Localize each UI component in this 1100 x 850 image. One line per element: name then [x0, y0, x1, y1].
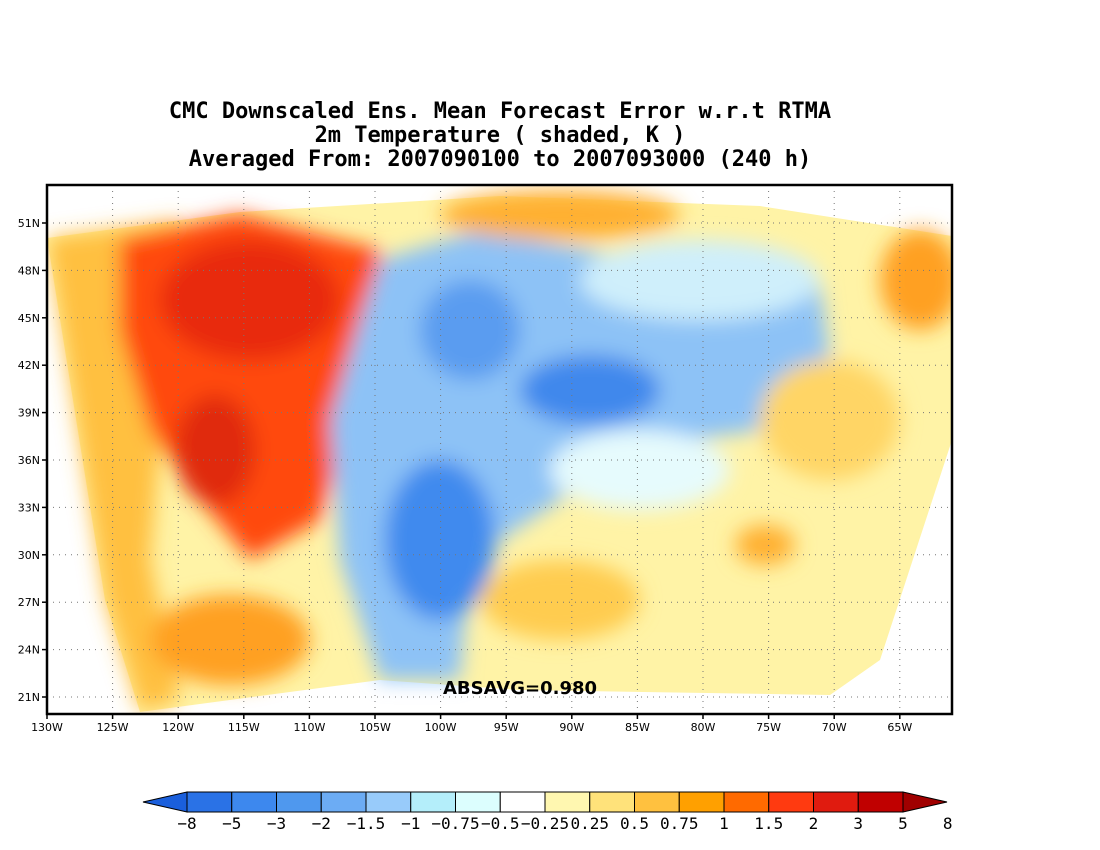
colorbar-label: 1 — [719, 814, 729, 833]
colorbar-segment — [410, 791, 456, 813]
title-line-1: CMC Downscaled Ens. Mean Forecast Error … — [168, 99, 832, 124]
colorbar-segment — [499, 791, 546, 813]
map-frame — [45, 183, 954, 716]
longitude-labels: 130W 125W 120W 115W 110W 105W 100W 95W 90W 85W 80W… — [31, 721, 912, 734]
longitude-label: 125W — [97, 721, 129, 734]
colorbar-label: −1.5 — [347, 814, 386, 833]
absavg-label: ABSAVG=0.980 — [443, 678, 597, 699]
gulf-warm-region — [480, 560, 640, 640]
colorbar-label: −5 — [222, 814, 241, 833]
colorbar-segment — [857, 791, 904, 813]
atlantic-orange-core — [735, 525, 795, 565]
colorbar-label: −3 — [267, 814, 286, 833]
latitude-label: 51N — [18, 217, 40, 230]
northwest-red-core — [160, 240, 340, 360]
title-line-3: Averaged From: 2007090100 to 2007093000 … — [188, 147, 812, 172]
colorbar-label: −0.25 — [521, 814, 569, 833]
longitude-label: 100W — [425, 721, 457, 734]
latitude-label: 48N — [18, 264, 40, 277]
latitude-label: 39N — [18, 407, 40, 420]
latitude-label: 36N — [18, 454, 40, 467]
canada-orange-region — [440, 190, 680, 240]
latitude-label: 33N — [18, 501, 40, 514]
longitude-label: 85W — [625, 721, 650, 734]
latitude-label: 24N — [18, 644, 40, 657]
longitude-label: 95W — [494, 721, 519, 734]
colorbar-label: −2 — [312, 814, 331, 833]
latitude-label: 27N — [18, 596, 40, 609]
latitude-label: 30N — [18, 549, 40, 562]
colorbar-label: 0.5 — [620, 814, 649, 833]
colorbar-segment — [455, 791, 501, 813]
northeast-orange-region — [880, 230, 952, 330]
longitude-label: 70W — [822, 721, 847, 734]
colorbar-label: 3 — [853, 814, 863, 833]
colorbar-segment — [544, 791, 591, 813]
pacific-orange-region — [150, 595, 310, 685]
colorbar-label: 1.5 — [754, 814, 783, 833]
colorbar-segment — [276, 791, 322, 813]
colorbar-label: 0.25 — [570, 814, 609, 833]
colorbar-label: −8 — [177, 814, 196, 833]
colorbar-max-arrow — [902, 791, 948, 813]
latitude-label: 45N — [18, 312, 40, 325]
colorbar: −8 −5 −3 −2 −1.5 −1 −0.75 −0.5 −0.25 0.25 0.5 0.75 1… — [142, 791, 953, 833]
texas-cold-core — [385, 460, 495, 620]
colorbar-label: 5 — [898, 814, 908, 833]
colorbar-segment — [231, 791, 277, 813]
colorbar-segment — [186, 791, 233, 813]
longitude-label: 130W — [31, 721, 63, 734]
colorbar-segment — [678, 791, 725, 813]
colorbar-segment — [723, 791, 770, 813]
longitude-label: 120W — [162, 721, 194, 734]
latitude-labels: 51N 48N 45N 42N 39N 36N 33N 30N 27N 24N 21N — [18, 217, 40, 704]
colorbar-label: −0.5 — [481, 814, 520, 833]
colorbar-segment — [589, 791, 635, 813]
longitude-label: 105W — [359, 721, 391, 734]
plains-cold-region — [420, 280, 520, 380]
longitude-label: 115W — [228, 721, 260, 734]
southwest-red-core — [175, 395, 255, 505]
longitude-label: 75W — [756, 721, 781, 734]
colorbar-label: 0.75 — [660, 814, 699, 833]
longitude-label: 90W — [559, 721, 584, 734]
southeast-light-region — [550, 430, 730, 510]
longitude-label: 80W — [691, 721, 716, 734]
title-line-2: 2m Temperature ( shaded, K ) — [314, 123, 686, 148]
map-title: CMC Downscaled Ens. Mean Forecast Error … — [0, 100, 1000, 172]
midwest-cold-core — [520, 355, 660, 425]
colorbar-label: 2 — [809, 814, 819, 833]
latitude-label: 42N — [18, 359, 40, 372]
colorbar-segment — [365, 791, 412, 813]
atlantic-warm-region — [760, 360, 900, 480]
longitude-label: 65W — [887, 721, 912, 734]
colorbar-label: 8 — [943, 814, 953, 833]
colorbar-segment — [768, 791, 814, 813]
colorbar-segment — [320, 791, 367, 813]
latitude-label: 21N — [18, 691, 40, 704]
temperature-error-field — [47, 190, 952, 712]
colorbar-segment — [813, 791, 859, 813]
great-lakes-light-region — [580, 240, 820, 320]
map-gridlines — [42, 185, 952, 719]
colorbar-label: −1 — [401, 814, 420, 833]
colorbar-min-arrow — [142, 791, 188, 813]
longitude-label: 110W — [293, 721, 325, 734]
colorbar-segment — [634, 791, 680, 813]
colorbar-label: −0.75 — [431, 814, 479, 833]
